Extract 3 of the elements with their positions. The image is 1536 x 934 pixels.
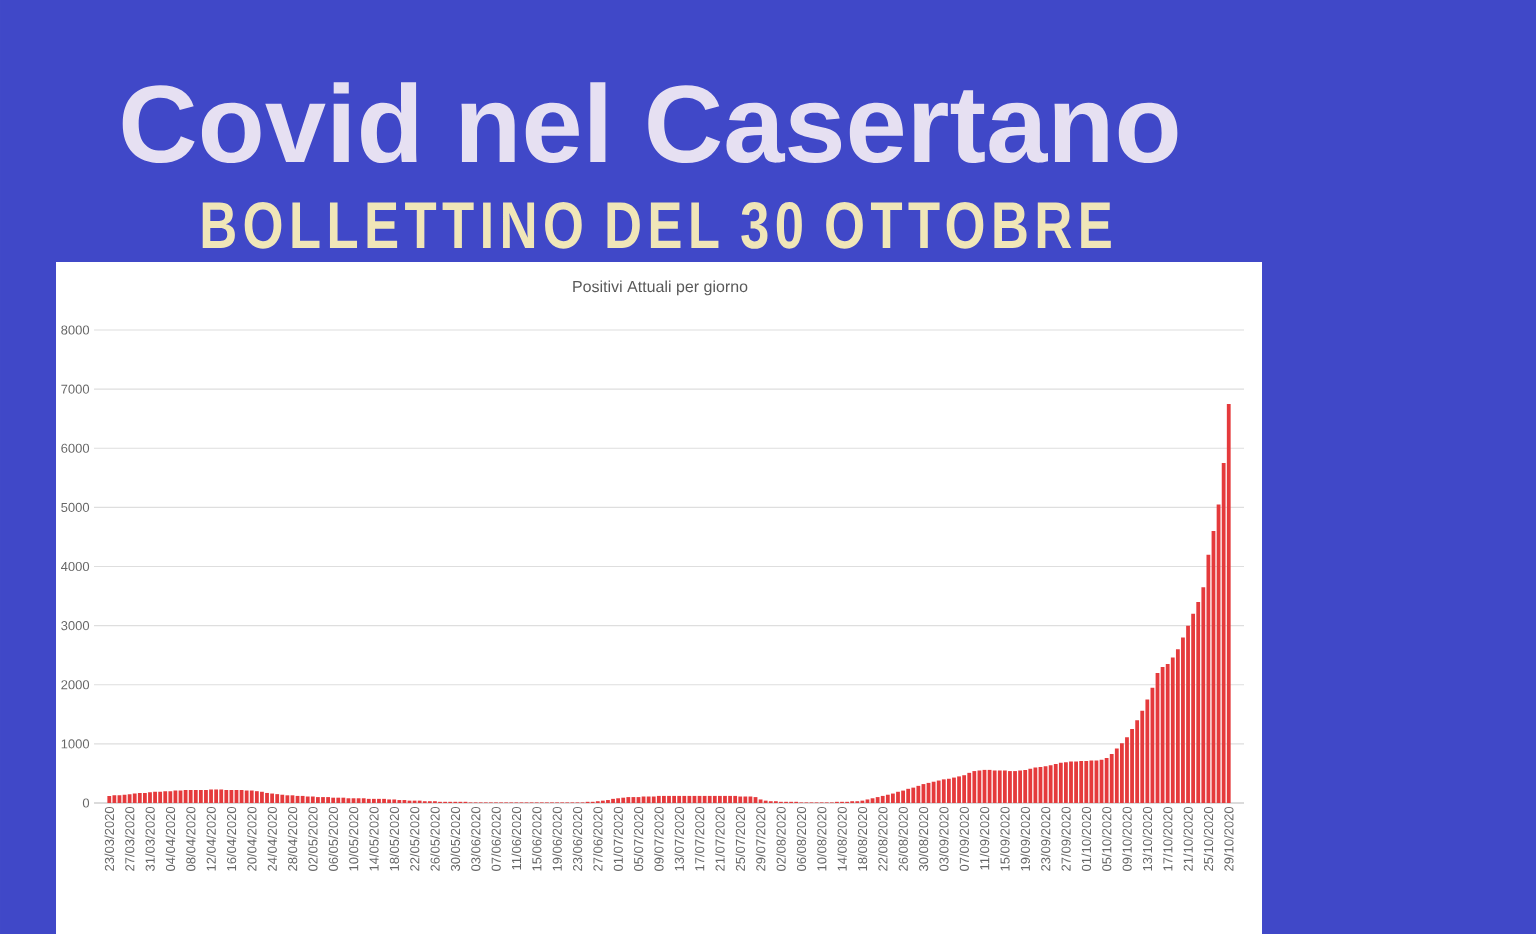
text: Positivi Attuali per giorno <box>573 280 748 296</box>
chart-title: Covid nel Casertano <box>122 82 1178 164</box>
chart-subtitle: BOLLETTINO DEL 30 OTTOBRE <box>202 201 1111 249</box>
